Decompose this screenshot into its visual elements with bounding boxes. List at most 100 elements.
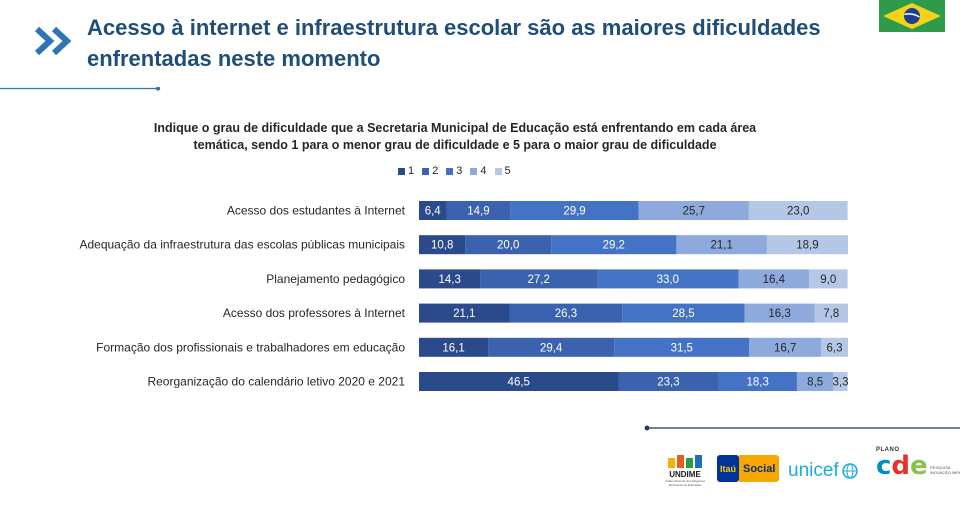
bar-segment <box>749 337 821 357</box>
bar-segment <box>744 303 815 323</box>
double-chevron-icon <box>34 26 72 56</box>
chart-title: Indique o grau de dificuldade que a Secr… <box>153 121 757 152</box>
data-label: 20,0 <box>497 240 519 252</box>
bar-segment <box>738 269 809 289</box>
bar-segment <box>718 372 797 391</box>
page-title: Acesso à internet e infraestrutura escol… <box>87 15 821 71</box>
undime-logo: UNDIME União Nacional dos Dirigentes Mun… <box>664 455 706 487</box>
data-label: 14,9 <box>467 206 489 218</box>
bar-segment <box>796 372 834 391</box>
data-label: 29,2 <box>603 240 625 252</box>
data-label: 8,5 <box>807 377 823 389</box>
category-label: Acesso dos professores à Internet <box>223 306 406 320</box>
data-label: 27,2 <box>527 274 549 286</box>
data-label: 16,4 <box>763 274 786 286</box>
bar-segment <box>766 235 848 255</box>
itau-social-text: Social <box>739 455 780 482</box>
legend-label: 4 <box>480 165 487 177</box>
bar-segment <box>419 201 447 220</box>
chart-legend: 1 2 3 4 5 <box>398 165 511 177</box>
bar-segment <box>509 303 623 323</box>
bar-segment <box>480 269 598 289</box>
data-label: 31,5 <box>671 342 693 354</box>
data-label: 10,8 <box>431 240 453 252</box>
data-label: 16,1 <box>442 342 464 354</box>
bar-segment <box>833 372 848 391</box>
bar-segment <box>419 337 489 357</box>
category-label: Planejamento pedagógico <box>266 272 405 286</box>
bar-segment <box>597 269 739 289</box>
data-label: 21,1 <box>710 240 732 252</box>
category-label: Acesso dos estudantes à Internet <box>227 204 406 218</box>
data-label: 23,0 <box>787 206 809 218</box>
bar-segment <box>622 303 745 323</box>
data-label: 29,9 <box>563 206 585 218</box>
legend-swatch <box>470 167 478 175</box>
bar-segment <box>551 235 677 255</box>
bar-segment <box>748 201 848 220</box>
undime-logo-subtext: União Nacional dos Dirigentes Municipais… <box>664 479 706 487</box>
globe-icon <box>841 463 858 479</box>
legend-swatch <box>446 167 454 175</box>
unicef-wordmark: unicef <box>788 460 839 481</box>
plano-label: PLANO <box>876 447 900 453</box>
data-label: 18,3 <box>747 377 769 389</box>
data-label: 16,3 <box>768 308 790 320</box>
plano-cde-logo: PLANO cde PESQUISA INOVAÇÃO IMPACTO <box>876 447 960 481</box>
data-label: 16,7 <box>774 342 796 354</box>
brazil-flag-icon <box>879 0 945 32</box>
bar-segment <box>446 201 511 220</box>
data-label: 25,7 <box>683 206 705 218</box>
legend-swatch <box>422 167 430 175</box>
header-divider <box>0 87 161 91</box>
legend-swatch <box>494 167 502 175</box>
footer-divider <box>644 425 960 431</box>
legend-item: 4 <box>470 165 487 177</box>
cde-tagline: PESQUISA INOVAÇÃO IMPACTO <box>930 465 960 475</box>
bar-segment <box>814 303 848 323</box>
bar-segment <box>638 201 749 220</box>
undime-logo-text: UNDIME <box>669 470 701 479</box>
unicef-logo: unicef <box>788 460 858 482</box>
data-label: 21,1 <box>453 308 475 320</box>
data-label: 6,4 <box>425 206 442 218</box>
sponsor-logos: UNDIME União Nacional dos Dirigentes Mun… <box>664 447 960 497</box>
bar-segment <box>618 372 719 391</box>
bar-segment <box>419 372 619 391</box>
category-label: Reorganização do calendário letivo 2020 … <box>147 375 405 389</box>
data-label: 28,5 <box>672 308 694 320</box>
legend-label: 3 <box>456 165 463 177</box>
bar-segment <box>419 235 466 255</box>
bar-segment <box>510 201 639 220</box>
data-label: 29,4 <box>540 342 563 354</box>
legend-label: 5 <box>504 165 511 177</box>
data-label: 23,3 <box>657 377 679 389</box>
bar-segment <box>419 303 510 323</box>
itau-logo-box: Itaú <box>717 455 739 482</box>
legend-item: 1 <box>398 165 414 177</box>
bar-segment <box>808 269 848 289</box>
legend-swatch <box>398 167 405 175</box>
legend-item: 5 <box>494 165 511 177</box>
category-label: Adequação da infraestrutura das escolas … <box>79 238 405 252</box>
bar-segment <box>465 235 552 255</box>
category-label: Formação dos profissionais e trabalhador… <box>96 340 405 354</box>
data-label: 9,0 <box>820 274 836 286</box>
data-label: 33,0 <box>657 274 679 286</box>
data-label: 46,5 <box>508 377 530 389</box>
undime-mark-icon <box>668 455 702 468</box>
data-label: 14,3 <box>438 274 460 286</box>
data-label: 18,9 <box>796 240 818 252</box>
legend-label: 2 <box>432 165 439 177</box>
legend-item: 2 <box>422 165 438 177</box>
itau-social-logo: Itaú Social <box>717 455 780 482</box>
data-label: 26,3 <box>555 308 577 320</box>
cde-wordmark: cde <box>876 451 928 481</box>
bar-segment <box>614 337 750 357</box>
bar-segment <box>488 337 615 357</box>
legend-label: 1 <box>408 165 415 177</box>
data-label: 7,8 <box>823 308 839 320</box>
bar-segment <box>820 337 848 357</box>
data-label: 3,3 <box>832 377 848 389</box>
